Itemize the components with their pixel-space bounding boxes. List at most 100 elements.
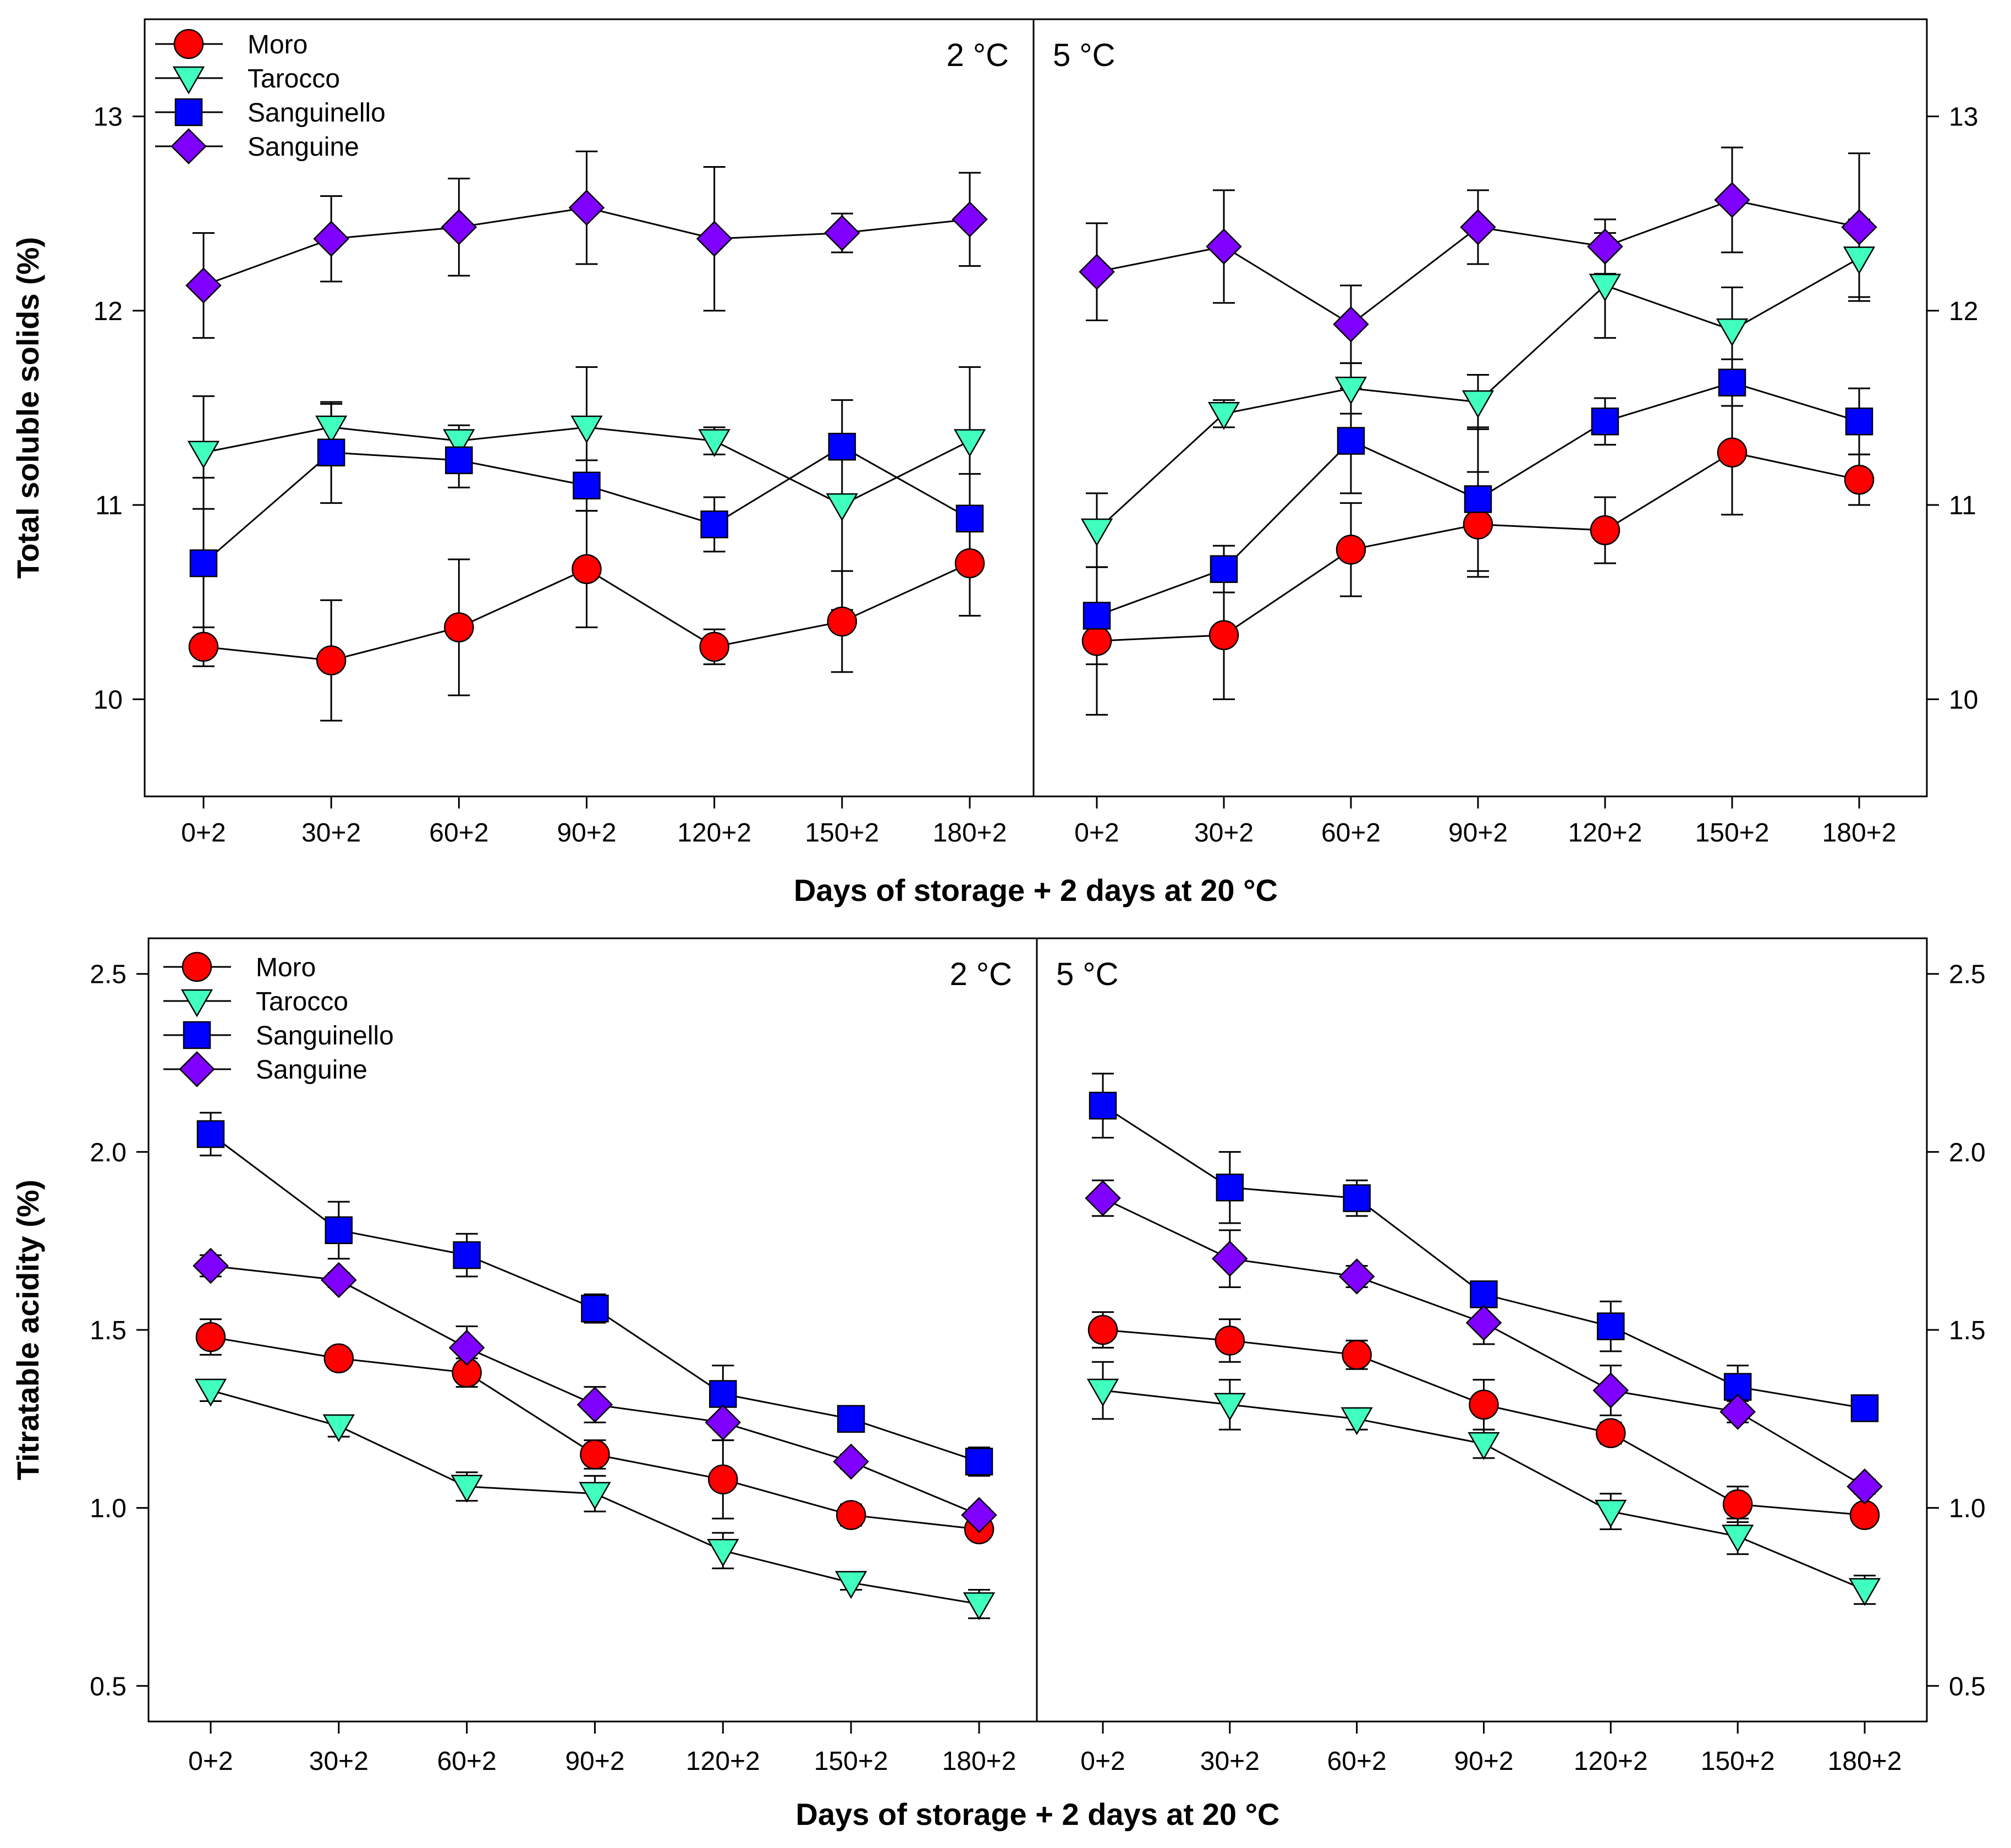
x-tick-label: 0+2 [188,1747,233,1776]
data-point-tarocco [1716,318,1749,346]
y-tick-label-right: 2.5 [1949,960,1986,989]
x-tick-label: 60+2 [1321,818,1381,848]
data-point-moro [444,612,474,642]
data-point-sanguinello [837,1405,865,1433]
legend-marker-sanguinello [174,98,203,127]
data-point-tarocco [835,1571,867,1599]
data-point-sanguine [185,267,222,304]
y-tick-label-left: 12 [94,297,123,326]
data-point-moro [1336,535,1366,565]
legend-label: Tarocco [256,987,348,1016]
data-point-sanguine [1212,1240,1248,1277]
data-point-sanguine [313,221,349,257]
x-tick-label: 120+2 [686,1747,760,1776]
data-point-sanguinello [1470,1280,1498,1308]
data-point-tarocco [315,415,348,444]
legend-marker-moro [173,29,204,59]
data-point-sanguinello [453,1241,481,1269]
x-tick-label: 150+2 [814,1747,888,1776]
legend-marker-tarocco [180,989,213,1018]
panel-0 [185,150,988,722]
y-tick-label-right: 10 [1949,685,1978,714]
x-tick-label: 150+2 [805,818,879,848]
y-tick-label-right: 0.5 [1949,1672,1986,1701]
data-point-tarocco [579,1482,611,1510]
x-tick-label: 120+2 [1574,1747,1648,1776]
data-point-sanguine [568,189,605,226]
panel-1 [1079,146,1877,716]
data-point-tarocco [698,429,730,458]
data-point-tarocco [1213,1393,1246,1421]
x-tick-label: 120+2 [1568,818,1642,848]
data-point-moro [188,631,219,662]
legend-marker-moro [182,952,212,982]
data-point-tarocco [1589,273,1622,302]
data-point-sanguinello [1210,555,1238,583]
data-point-moro [1596,1418,1626,1448]
data-point-tarocco [963,1592,996,1620]
x-axis-title: Days of storage + 2 days at 20 °C [796,1797,1280,1832]
data-point-moro [1717,437,1748,468]
data-point-sanguinello [700,510,728,538]
y-tick-label-right: 11 [1949,491,1976,520]
y-tick-label-right: 13 [1949,103,1978,132]
x-tick-label: 90+2 [1454,1747,1513,1776]
data-point-sanguine [833,1443,869,1480]
panel-0 [193,1112,997,1620]
data-point-sanguinello [1591,407,1619,436]
x-tick-label: 60+2 [437,1747,497,1776]
data-point-sanguine [1333,306,1369,343]
panel-label-5c: 5 °C [1053,37,1115,73]
data-point-sanguinello [445,446,473,475]
legend-label: Tarocco [248,64,340,94]
x-tick-label: 180+2 [942,1747,1017,1776]
data-point-sanguinello [1083,602,1111,630]
data-point-sanguine [1079,254,1115,290]
x-tick-label: 90+2 [557,818,616,848]
data-point-tarocco [570,415,603,444]
data-point-moro [1469,1389,1499,1420]
data-point-tarocco [707,1539,739,1567]
data-point-sanguinello [965,1448,993,1476]
data-point-moro [1087,1314,1118,1345]
data-point-tarocco [1461,390,1494,419]
data-point-sanguine [1719,1394,1756,1430]
data-point-moro [1081,626,1112,656]
data-point-moro [323,1343,354,1374]
data-point-sanguinello [325,1216,353,1245]
data-point-sanguine [1206,228,1242,265]
y-tick-label-left: 2.5 [90,960,127,989]
data-point-sanguine [576,1387,613,1423]
data-point-sanguine [441,209,477,245]
data-point-tarocco [1722,1525,1754,1553]
legend-label: Sanguine [248,133,359,162]
y-tick-label-left: 13 [94,103,123,132]
x-tick-label: 30+2 [301,818,361,848]
data-point-sanguine [1592,1372,1629,1409]
data-point-sanguinello [1337,427,1365,455]
data-point-moro [195,1322,226,1352]
x-tick-label: 150+2 [1701,1747,1775,1776]
y-tick-label-right: 1.0 [1949,1494,1986,1524]
x-tick-label: 150+2 [1695,818,1770,848]
data-point-sanguine [961,1497,997,1533]
data-point-sanguinello [1850,1394,1879,1422]
x-tick-label: 30+2 [1200,1747,1260,1776]
data-point-sanguine [1847,1469,1883,1505]
data-point-tarocco [953,429,986,458]
data-point-tarocco [322,1414,355,1443]
data-point-sanguinello [1089,1091,1117,1120]
data-point-moro [1590,515,1620,546]
data-point-moro [1844,464,1875,495]
legend: Moro Tarocco Sanguinello Sanguine [155,29,386,164]
x-tick-label: 90+2 [565,1747,624,1776]
data-point-moro [316,645,347,675]
data-point-sanguinello [955,504,984,533]
legend-label: Sanguinello [256,1021,394,1050]
data-point-tarocco [826,493,858,521]
data-point-moro [1849,1500,1880,1530]
data-point-sanguine [1085,1180,1121,1217]
x-tick-label: 0+2 [1074,818,1119,848]
data-point-sanguinello [1343,1184,1371,1212]
data-point-sanguine [952,201,988,238]
